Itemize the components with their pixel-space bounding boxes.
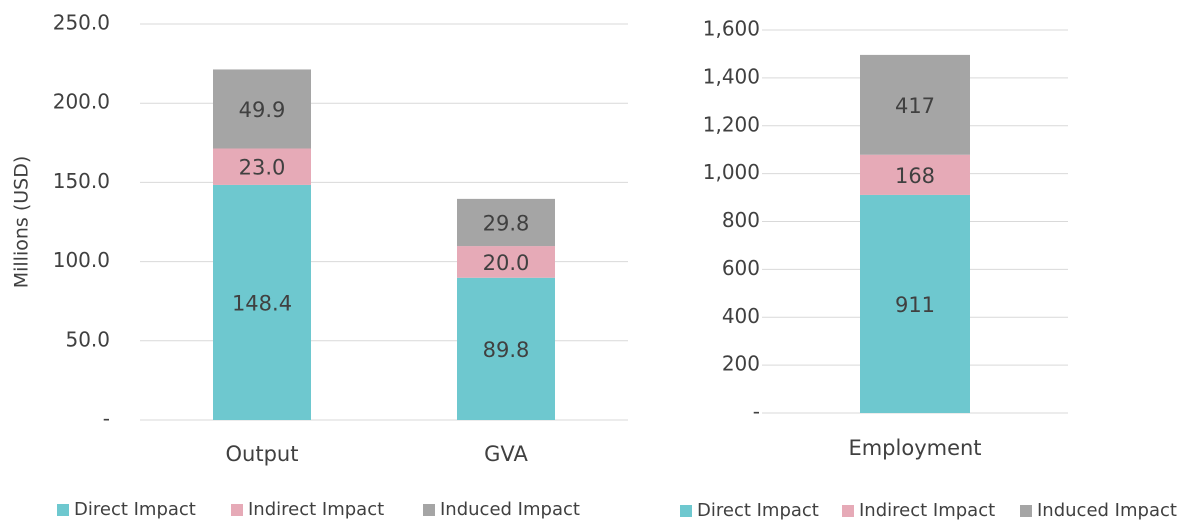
bar-segment <box>457 198 555 247</box>
y-tick-label: 800 <box>722 208 760 232</box>
y-tick-label: 250.0 <box>53 11 110 35</box>
bar-segment <box>213 184 311 420</box>
bar-segment <box>457 277 555 420</box>
y-tick-label: 100.0 <box>53 248 110 272</box>
legend-swatch <box>842 505 854 517</box>
x-tick-label: Output <box>226 442 299 466</box>
bar-segment <box>213 148 311 185</box>
x-tick-label: Employment <box>848 436 981 460</box>
y-tick-label: 200.0 <box>53 90 110 114</box>
data-label: 89.8 <box>483 338 530 362</box>
data-label: 23.0 <box>239 156 286 180</box>
y-tick-label: 400 <box>722 304 760 328</box>
bar-segment <box>860 194 970 413</box>
y-tick-label: 600 <box>722 256 760 280</box>
bar-segment <box>860 154 970 195</box>
legend-swatch <box>680 505 692 517</box>
data-label: 911 <box>895 293 935 317</box>
legend-label: Direct Impact <box>697 500 819 521</box>
legend-label: Induced Impact <box>1037 500 1177 521</box>
data-label: 168 <box>895 164 935 188</box>
legend-swatch <box>423 504 435 516</box>
legend-label: Induced Impact <box>440 499 580 520</box>
data-label: 20.0 <box>483 251 530 275</box>
legend-swatch <box>57 504 69 516</box>
y-tick-label: 200 <box>722 352 760 376</box>
y-axis-title: Millions (USD) <box>11 156 33 289</box>
data-label: 148.4 <box>232 291 292 315</box>
data-label: 49.9 <box>239 98 286 122</box>
bar-segment <box>860 54 970 155</box>
y-tick-label: 1,000 <box>703 160 760 184</box>
legend-label: Indirect Impact <box>248 499 384 520</box>
y-tick-label: - <box>753 400 760 424</box>
legend-swatch <box>1020 505 1032 517</box>
bar-segment <box>213 69 311 149</box>
legend-swatch <box>231 504 243 516</box>
data-label: 29.8 <box>483 211 530 235</box>
y-tick-label: 1,600 <box>703 17 760 41</box>
x-tick-label: GVA <box>484 442 528 466</box>
bar-segment <box>457 246 555 278</box>
y-tick-label: - <box>103 407 110 431</box>
y-tick-label: 150.0 <box>53 169 110 193</box>
legend-label: Direct Impact <box>74 499 196 520</box>
y-tick-label: 50.0 <box>65 327 110 351</box>
legend-label: Indirect Impact <box>859 500 995 521</box>
y-tick-label: 1,400 <box>703 64 760 88</box>
y-tick-label: 1,200 <box>703 112 760 136</box>
data-label: 417 <box>895 94 935 118</box>
